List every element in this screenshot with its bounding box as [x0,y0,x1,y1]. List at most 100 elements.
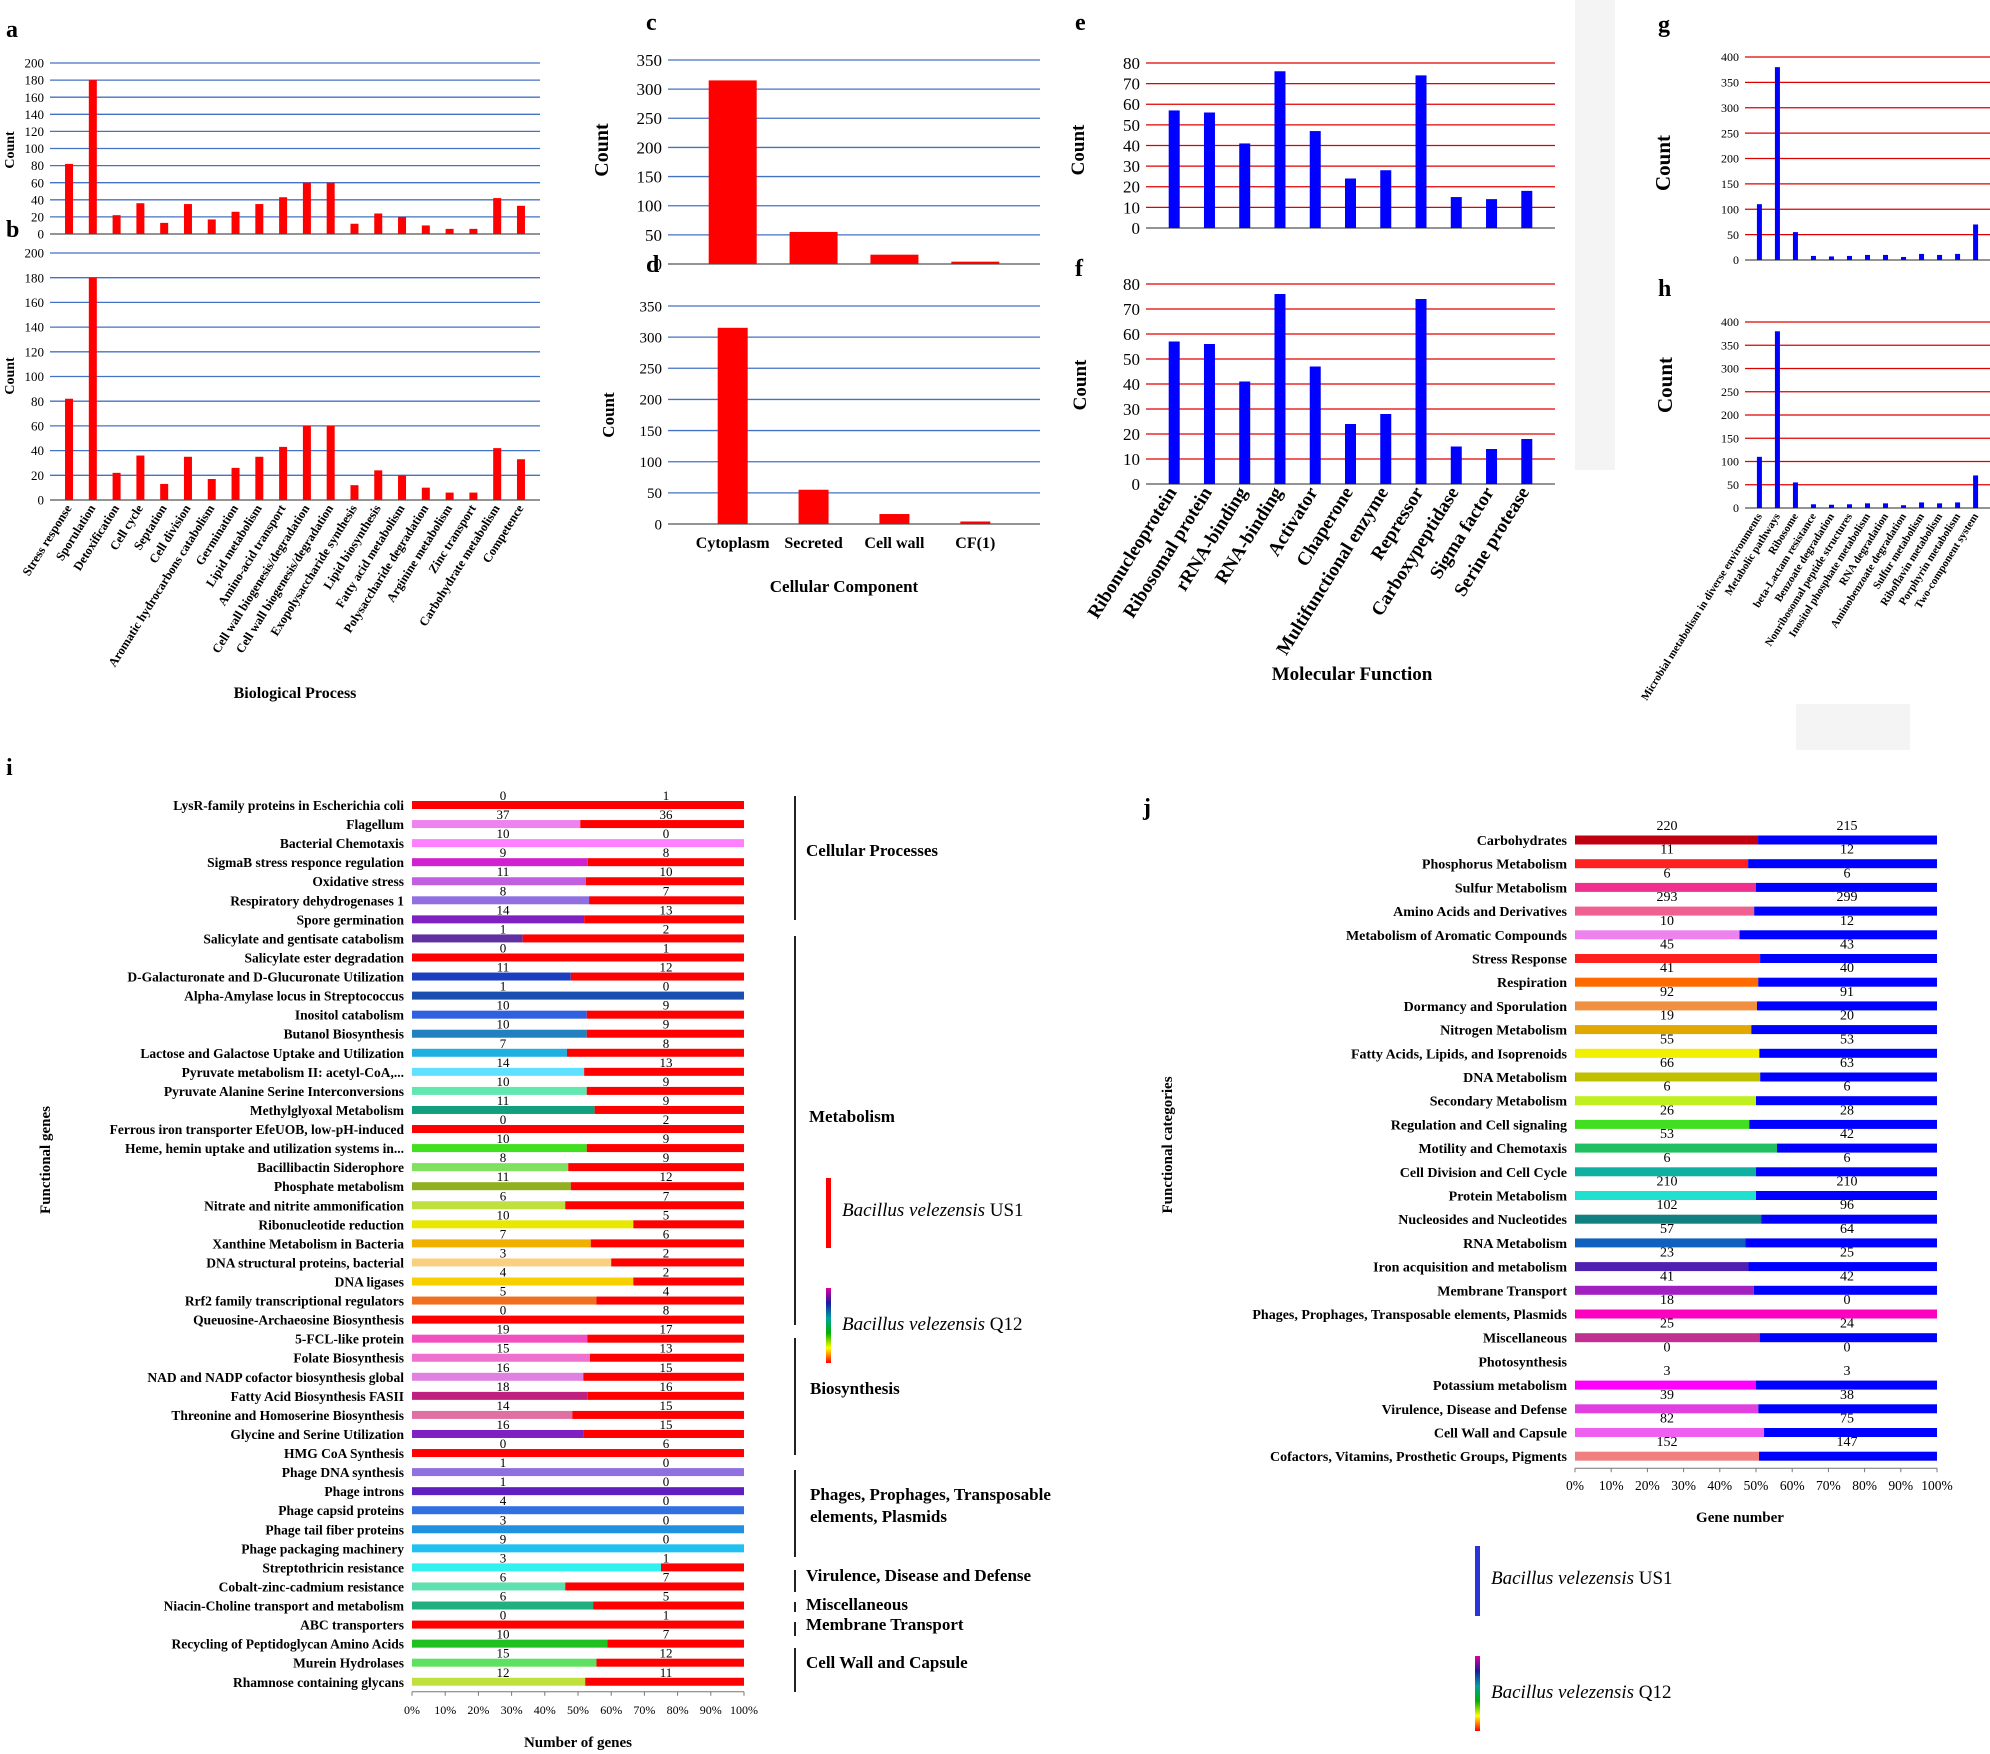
value-label-us1: 6 [1844,866,1851,881]
bar [160,222,169,234]
bar-segment-us1 [583,1429,744,1438]
bar-segment-q12 [412,820,581,829]
bar-segment-us1 [633,1277,744,1286]
row-label: DNA Metabolism [1463,1071,1567,1086]
bar-segment-us1 [587,1391,744,1400]
bar-segment-us1 [1756,882,1937,892]
group-label: Virulence, Disease and Defense [806,1566,1032,1585]
y-tick-label: 0 [1132,219,1141,238]
value-label-us1: 0 [663,1531,670,1546]
value-label-us1: 91 [1840,985,1854,1000]
bar [136,455,145,500]
value-label-q12: 1 [500,1455,507,1470]
value-label-q12: 16 [497,1417,511,1432]
value-label-q12: 10 [497,1131,510,1146]
bar-segment-q12 [412,1258,612,1267]
bar-segment-us1 [586,1029,744,1038]
bar-segment-us1 [572,1410,744,1419]
bar [870,254,919,264]
row-label: Phage tail fiber proteins [265,1522,404,1537]
value-label-q12: 37 [497,807,511,822]
row-label: Motility and Chemotaxis [1418,1142,1567,1157]
value-label-q12: 6 [500,1188,507,1203]
y-tick-label: 100 [25,141,45,156]
bar-segment-q12 [1575,1143,1777,1153]
bar [708,80,757,265]
value-label-us1: 0 [663,979,670,994]
legend-swatch-us1 [826,1178,831,1248]
value-label-q12: 0 [500,1303,507,1318]
y-tick-label: 10 [1123,198,1140,217]
bar-segment-q12 [412,1563,661,1572]
value-label-q12: 11 [497,960,510,975]
bar [1756,456,1762,508]
bar [1919,502,1925,508]
row-label: Phages, Prophages, Transposable elements… [1252,1308,1567,1323]
bar-segment-q12 [412,1334,588,1343]
row-label: Phage capsid proteins [278,1503,404,1518]
row-label: Nitrate and nitrite ammonification [204,1198,404,1213]
y-tick-label: 70 [1123,300,1140,319]
row-label: Oxidative stress [312,874,404,889]
bar-segment-us1 [589,896,744,905]
bar-segment-q12 [1575,1167,1756,1177]
panel-label-d: d [646,252,660,278]
bar [1955,502,1961,508]
value-label-us1: 210 [1837,1175,1858,1190]
value-label-q12: 6 [1664,1151,1671,1166]
row-label: Pyruvate Alanine Serine Interconversions [164,1084,404,1099]
bar [1865,254,1870,260]
bar-segment-us1 [633,1220,744,1229]
y-axis-title: Count [1070,359,1091,410]
bar [1239,381,1251,484]
bar-segment-us1 [1756,1191,1937,1200]
bar-segment-q12 [1575,882,1756,892]
y-tick-label: 200 [1721,152,1739,166]
bar-segment-q12 [412,839,744,848]
bar-segment-us1 [585,877,744,886]
bar [1828,256,1834,260]
value-label-q12: 10 [497,1627,510,1642]
bar [255,204,264,234]
value-label-us1: 12 [660,1646,673,1661]
x-tick-label: 90% [700,1703,722,1717]
row-label: Fatty Acid Biosynthesis FASII [231,1389,404,1404]
panel-label-f: f [1075,256,1084,282]
bar-segment-q12 [412,1677,586,1686]
panel-label-c: c [646,10,657,36]
row-label: Bacillibactin Siderophore [257,1160,404,1175]
row-label: Inositol catabolism [295,1008,405,1023]
row-label: Amino Acids and Derivatives [1393,905,1567,920]
bar [326,182,335,234]
value-label-us1: 12 [660,960,673,975]
row-label: Spore germination [297,912,405,927]
bar-segment-us1 [1748,859,1937,869]
row-label: RNA Metabolism [1463,1237,1567,1252]
y-tick-label: 50 [645,226,662,245]
bar-segment-q12 [1575,930,1740,940]
bar-segment-us1 [1751,1025,1937,1035]
bar-segment-us1 [580,820,744,829]
bar [1203,344,1215,484]
y-tick-label: 300 [640,330,663,346]
x-tick-label: 0% [404,1703,420,1717]
bar [398,475,407,500]
bar [951,261,1000,264]
y-tick-label: 400 [1721,50,1739,64]
row-label: Murein Hydrolases [293,1656,404,1671]
value-label-q12: 15 [497,1341,510,1356]
bar-segment-us1 [565,1582,744,1591]
value-label-q12: 26 [1660,1103,1674,1118]
y-tick-label: 80 [1123,275,1140,294]
x-tick-label: Secreted [784,535,842,552]
y-tick-label: 100 [1721,202,1739,216]
row-label: SigmaB stress responce regulation [207,855,404,870]
bar-segment-us1 [565,1201,744,1210]
bar-segment-q12 [1575,1001,1757,1011]
bar-segment-q12 [1575,1214,1762,1224]
y-tick-label: 30 [1123,400,1140,419]
bar-segment-us1 [590,1239,744,1248]
bar-segment-us1 [1758,977,1937,987]
value-label-us1: 96 [1840,1198,1854,1213]
row-label: Folate Biosynthesis [293,1351,404,1366]
